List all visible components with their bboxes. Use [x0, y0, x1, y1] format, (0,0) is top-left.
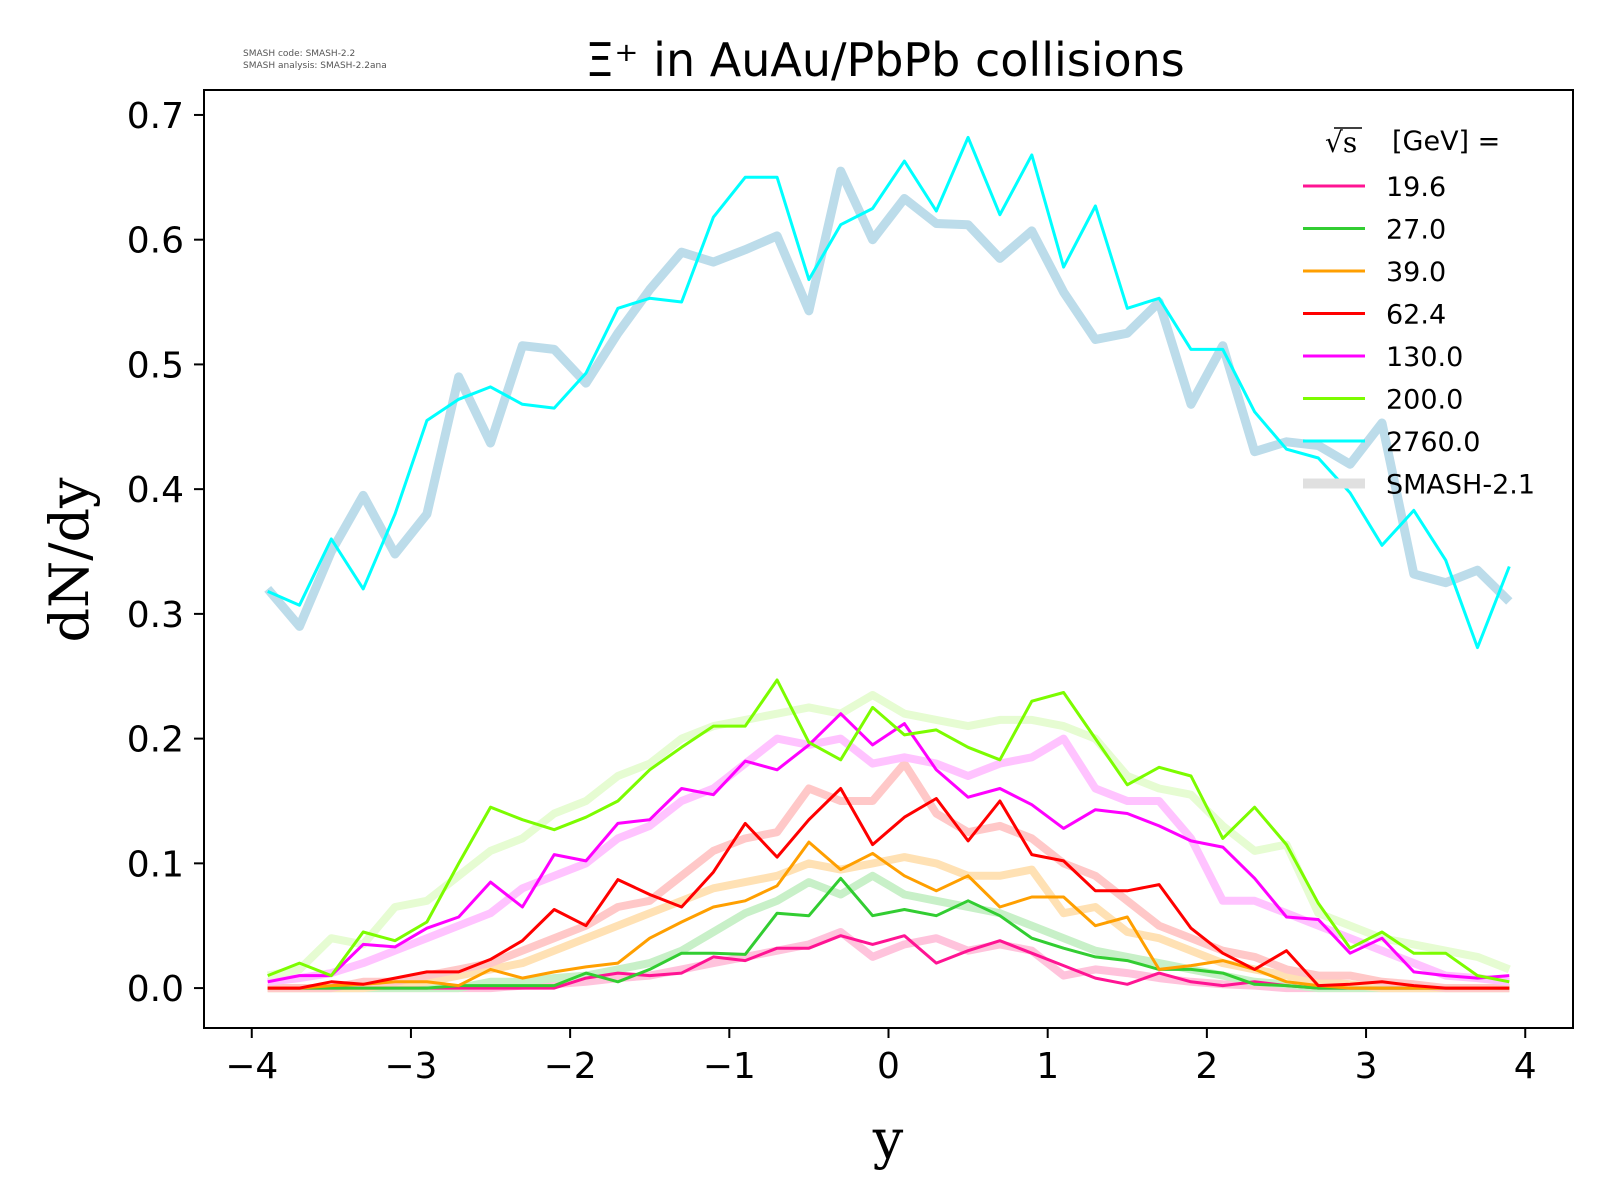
x-tick-label: −1 [703, 1046, 756, 1087]
x-tick-label: 2 [1195, 1046, 1218, 1087]
legend-label-27.0: 27.0 [1386, 215, 1446, 246]
y-tick-label: 0.5 [127, 345, 184, 386]
legend-label-2760.0: 2760.0 [1386, 427, 1480, 458]
y-tick-label: 0.6 [127, 221, 184, 262]
legend: √s [GeV] = 19.6 27.0 39.0 62.4 130.0 200.0 276… [1303, 126, 1535, 501]
y-tick-label: 0.2 [127, 720, 184, 761]
y-tick-label: 0.1 [127, 844, 184, 885]
series-line-62.4 [267, 787, 1510, 990]
data-lines-group [267, 135, 1511, 990]
x-tick-label: 0 [877, 1046, 900, 1087]
x-tick-label: 1 [1036, 1046, 1059, 1087]
y-tick-label: 0.0 [127, 969, 184, 1010]
watermark-line1: SMASH code: SMASH-2.2 [243, 49, 355, 59]
legend-label-200.0: 200.0 [1386, 385, 1463, 416]
series-line-27.0 [267, 876, 1510, 990]
series-line-130.0 [267, 712, 1510, 984]
plot-area [264, 135, 1513, 993]
legend-label-130.0: 130.0 [1386, 342, 1463, 373]
x-tick-label: 4 [1514, 1046, 1537, 1087]
legend-title: [GeV] = [1392, 126, 1500, 157]
series-line-2760.0 [267, 135, 1511, 650]
legend-label-62.4: 62.4 [1386, 300, 1446, 331]
x-tick-label: 3 [1355, 1046, 1378, 1087]
x-axis-label: y [872, 1108, 904, 1171]
y-axis-label: dN/dy [38, 477, 101, 643]
x-tick-label: −2 [544, 1046, 597, 1087]
x-axis: −4 −3 −2 −1 0 1 2 3 4 [225, 1028, 1537, 1087]
smash-line-200.0 [266, 691, 1511, 980]
legend-label-smash: SMASH-2.1 [1386, 470, 1535, 501]
y-tick-label: 0.7 [127, 96, 184, 137]
series-line-39.0 [267, 840, 1510, 990]
smash-line-39.0 [267, 853, 1510, 993]
legend-label-19.6: 19.6 [1386, 172, 1446, 203]
y-tick-label: 0.3 [127, 595, 184, 636]
series-line-200.0 [267, 678, 1510, 984]
y-tick-label: 0.4 [127, 470, 184, 511]
legend-title-sqrt: √s [1325, 126, 1357, 159]
x-tick-label: −4 [225, 1046, 278, 1087]
x-tick-label: −3 [384, 1046, 437, 1087]
chart-title: Ξ⁺ in AuAu/PbPb collisions [585, 33, 1185, 87]
watermark-line2: SMASH analysis: SMASH-2.2ana [243, 61, 387, 71]
y-axis: 0.0 0.1 0.2 0.3 0.4 0.5 0.6 0.7 [127, 96, 204, 1010]
legend-label-39.0: 39.0 [1386, 257, 1446, 288]
smash-line-2760.0 [264, 166, 1513, 631]
